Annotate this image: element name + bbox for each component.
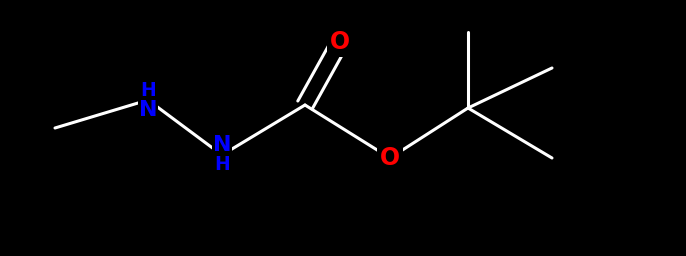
- Text: O: O: [330, 30, 350, 54]
- Text: O: O: [380, 146, 400, 170]
- Text: H: H: [214, 155, 230, 174]
- Text: H: H: [140, 81, 156, 100]
- Text: N: N: [139, 100, 157, 120]
- Text: N: N: [213, 135, 231, 155]
